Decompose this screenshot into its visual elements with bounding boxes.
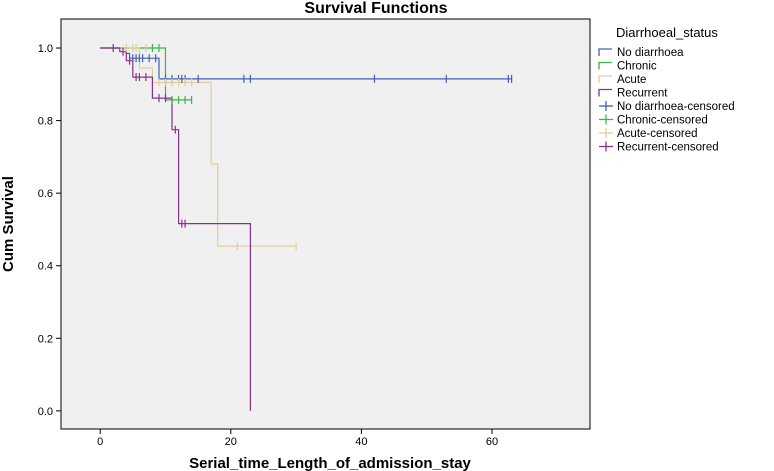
x-tick-label: 20 — [225, 436, 237, 448]
x-tick-label: 0 — [97, 436, 103, 448]
legend-label: Recurrent — [617, 88, 668, 100]
censor-marks — [112, 44, 513, 251]
legend-label: Recurrent-censored — [617, 142, 719, 154]
legend-swatch-step — [598, 48, 612, 56]
legend-label: Acute — [617, 74, 646, 86]
x-tick-label: 40 — [355, 436, 367, 448]
legend-label: Chronic-censored — [617, 115, 708, 127]
x-tick-label: 60 — [486, 436, 498, 448]
plot-area — [60, 18, 591, 430]
legend-label: No diarrhoea-censored — [617, 101, 735, 113]
legend-title: Diarrhoeal_status — [616, 25, 718, 40]
y-tick-label: 0.8 — [38, 116, 53, 128]
x-axis-title: Serial_time_Length_of_admission_stay — [189, 455, 471, 471]
legend-label: No diarrhoea — [617, 47, 684, 59]
axis-ticks: 0 20 40 60 0.0 0.2 0.4 0.6 0.8 1.0 — [38, 43, 498, 448]
legend: Diarrhoeal_status No diarrhoeaChronicAcu… — [598, 25, 735, 154]
y-tick-label: 0.2 — [38, 333, 53, 345]
y-tick-label: 1.0 — [38, 43, 53, 55]
y-tick-label: 0.4 — [38, 261, 53, 273]
chart-title: Survival Functions — [304, 0, 447, 17]
curve-recurrent — [100, 47, 251, 411]
legend-label: Chronic — [617, 61, 657, 73]
legend-swatch-step — [598, 61, 612, 70]
y-tick-label: 0.0 — [38, 406, 53, 418]
legend-swatch-step — [598, 88, 612, 97]
y-tick-label: 0.6 — [38, 188, 53, 200]
y-axis-title: Cum Survival — [0, 176, 17, 272]
legend-swatch-step — [598, 75, 612, 83]
legend-label: Acute-censored — [617, 128, 698, 140]
